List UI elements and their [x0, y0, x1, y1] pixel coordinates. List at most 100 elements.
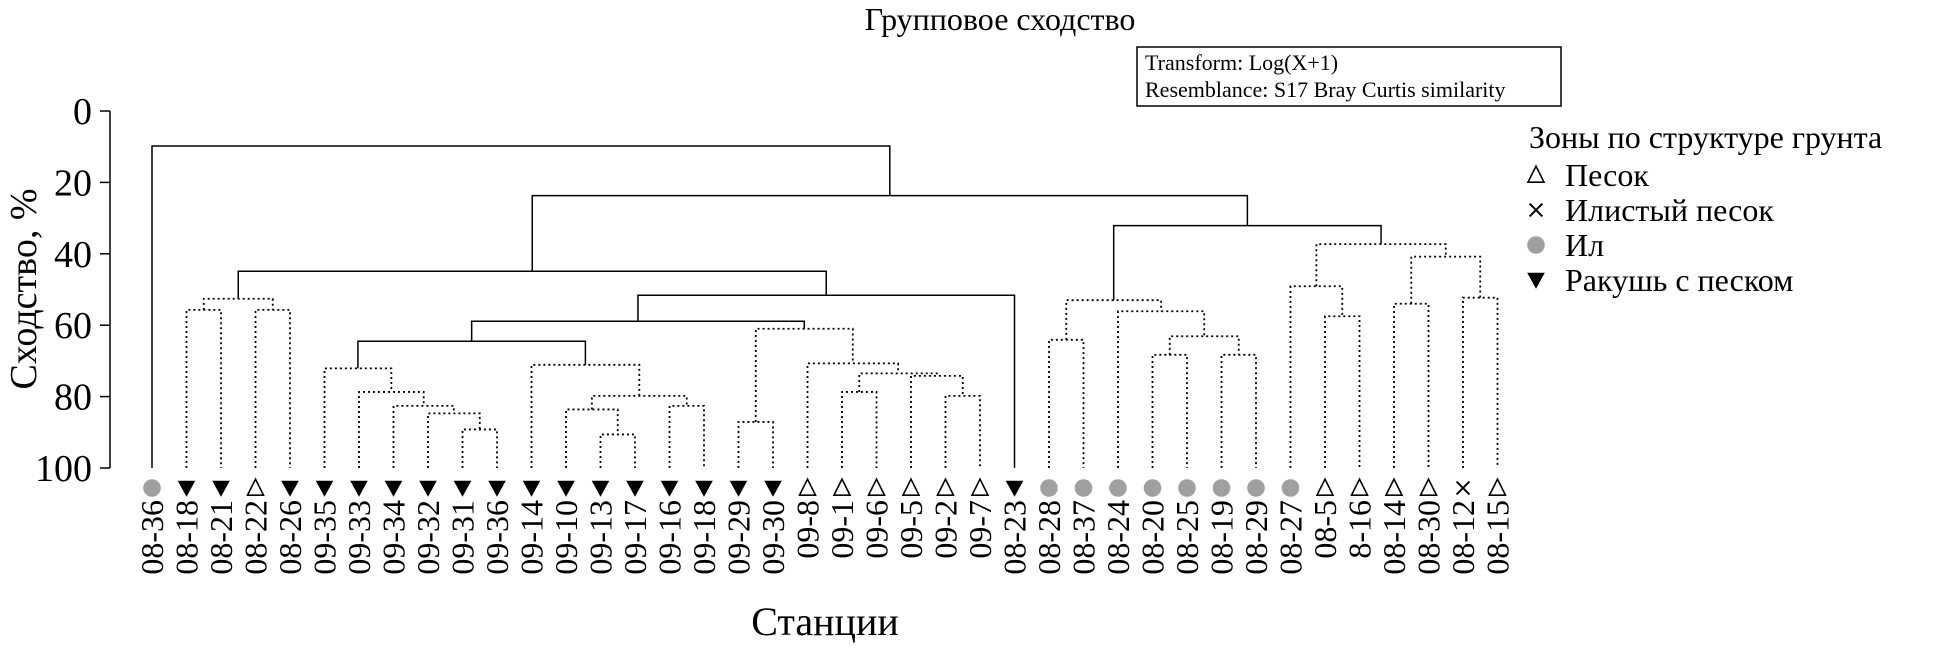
dendrogram-link	[254, 308, 291, 468]
station-label: 09-6	[859, 500, 895, 559]
zone-marker	[246, 477, 265, 496]
station-label: 08-18	[169, 500, 205, 575]
zone-marker	[1527, 236, 1545, 254]
station-label: 09-8	[790, 500, 826, 559]
dendrogram-link	[357, 340, 587, 369]
zone-marker	[1384, 477, 1404, 496]
station-label: 08-23	[997, 500, 1033, 575]
zone-marker	[798, 477, 817, 496]
dendrogram-link	[1410, 255, 1482, 304]
y-axis-label: Сходство, %	[3, 189, 45, 390]
station-label: 09-34	[376, 500, 412, 575]
zone-marker	[729, 480, 748, 497]
dendrogram-link	[202, 297, 274, 310]
station-label: 08-37	[1066, 500, 1102, 575]
y-tick-label: 20	[54, 162, 92, 204]
zone-marker	[350, 480, 368, 497]
zone-marker	[212, 480, 230, 497]
station-label: 09-35	[307, 500, 343, 575]
station-label: 09-31	[445, 500, 481, 575]
y-tick-label: 100	[35, 448, 92, 490]
station-label: 09-14	[514, 500, 550, 575]
y-tick-label: 80	[54, 377, 92, 419]
note: Transform: Log(X+1)	[1145, 50, 1338, 75]
dendrogram-link	[323, 367, 393, 468]
dendrogram-link	[1117, 310, 1206, 468]
zone-marker	[660, 480, 679, 497]
dendrogram-link	[590, 394, 688, 410]
zone-marker	[1074, 479, 1093, 497]
zone-marker	[488, 480, 506, 497]
zone-marker	[1005, 480, 1024, 497]
zone-marker	[453, 480, 472, 497]
legend-label: Песок	[1565, 157, 1649, 193]
station-label: 08-12	[1445, 500, 1481, 575]
station-label: 09-1	[824, 500, 860, 559]
zone-marker	[1178, 479, 1196, 497]
zone-marker	[1040, 479, 1058, 497]
legend-label: Илистый песок	[1565, 192, 1774, 228]
zone-marker	[1350, 477, 1369, 496]
dendrogram-link	[358, 391, 425, 468]
zone-marker	[764, 480, 782, 497]
dendrogram-link	[841, 391, 878, 468]
zone-marker	[1528, 202, 1544, 218]
dendrogram-link	[1168, 335, 1240, 355]
zone-marker	[936, 477, 955, 496]
legend-title: Зоны по структуре грунта	[1529, 119, 1882, 155]
dendrogram-link	[754, 327, 854, 422]
zone-marker	[901, 477, 921, 496]
zone-marker	[557, 480, 575, 497]
zone-marker	[695, 480, 713, 497]
station-label: 09-17	[617, 500, 653, 575]
y-tick-label: 40	[54, 234, 92, 276]
note-box	[1136, 46, 1562, 107]
zone-marker	[832, 477, 852, 496]
station-label: 08-26	[272, 500, 308, 575]
station-label: 09-2	[928, 500, 964, 559]
station-label: 09-10	[548, 500, 584, 575]
note: Resemblance: S17 Bray Curtis similarity	[1145, 77, 1506, 102]
zone-marker	[1315, 477, 1335, 496]
station-label: 08-28	[1031, 500, 1067, 575]
dendrogram-link	[427, 412, 481, 468]
x-axis-label: Станции	[751, 599, 899, 644]
station-label: 09-7	[962, 500, 998, 559]
zone-marker	[867, 477, 886, 496]
dendrogram-link	[910, 374, 964, 468]
zone-marker	[419, 480, 437, 497]
station-label: 08-21	[203, 500, 239, 575]
zone-marker	[1488, 477, 1507, 496]
dendrogram-link	[185, 308, 222, 468]
zone-marker	[177, 480, 196, 497]
dendrogram-link	[1393, 302, 1430, 468]
zone-marker	[143, 479, 161, 497]
dendrogram-link	[1151, 353, 1188, 468]
chart-title: Групповое сходство	[865, 1, 1136, 37]
zone-marker	[1419, 477, 1438, 496]
station-label: 08-24	[1100, 500, 1136, 575]
zone-marker	[1527, 272, 1545, 289]
zone-marker	[1247, 479, 1265, 497]
dendrogram-link	[392, 404, 455, 468]
y-tick-label: 60	[54, 305, 92, 347]
dendrogram-link	[461, 428, 498, 468]
dendrogram-link	[1324, 315, 1361, 468]
dendrogram-link	[530, 363, 641, 468]
legend-label: Ил	[1565, 227, 1604, 263]
dendrogram-link	[1462, 296, 1499, 468]
dendrogram-link	[531, 194, 1249, 272]
station-label: 08-15	[1480, 500, 1516, 575]
dendrogram-link	[599, 433, 636, 468]
dendrogram-link	[668, 404, 705, 468]
station-label: 08-5	[1307, 500, 1343, 559]
station-label: 08-22	[238, 500, 274, 575]
station-label: 09-16	[652, 500, 688, 575]
station-label: 08-25	[1169, 500, 1205, 575]
dendrogram-link	[737, 421, 774, 468]
station-label: 08-14	[1376, 500, 1412, 575]
dendrogram-link	[1220, 353, 1257, 468]
station-label: 08-30	[1411, 500, 1447, 575]
station-label: 8-16	[1342, 500, 1378, 559]
legend-label: Ракушь с песком	[1565, 262, 1793, 298]
